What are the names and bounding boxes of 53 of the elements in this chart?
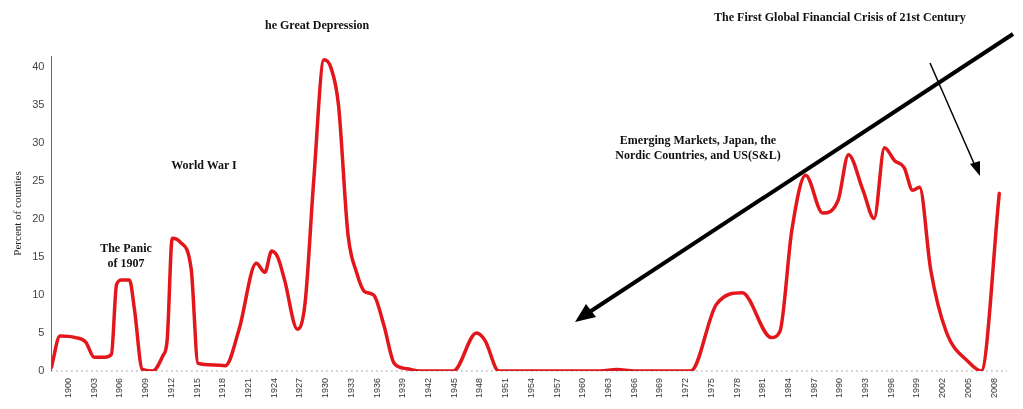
x-tick-label: 1900 [63,377,74,399]
y-tick-label: 5 [38,326,45,339]
x-tick-label: 1942 [423,377,433,399]
x-tick-label: 1957 [551,377,562,399]
annotation: World War I [171,158,238,173]
y-tick-label: 30 [32,136,45,149]
chart-title: he Great Depression [265,18,370,33]
x-tick-label: 1972 [680,377,691,399]
x-tick-label: 1999 [911,377,922,399]
y-tick-label: 0 [38,364,45,377]
x-tick-label: 1927 [294,377,305,399]
x-tick-label: 1918 [217,377,228,399]
x-tick-label: 2008 [988,377,999,399]
y-tick-label: 10 [32,288,45,301]
x-tick-label: 2002 [937,377,948,399]
y-axis-title: Percent of counties [11,171,24,256]
annotation: Emerging Markets, Japan, the Nordic Countries, and US(S&L) [615,132,781,162]
x-tick-label: 1975 [705,377,716,399]
x-tick-label: 1984 [782,377,793,399]
x-tick-label: 1930 [320,377,331,399]
x-tick-label: 1954 [525,377,536,399]
x-tick-label: 2005 [962,377,973,399]
x-tick-label: 1963 [602,377,613,399]
annotation: The Panic of 1907 [100,240,153,270]
x-tick-label: 1948 [474,377,485,399]
line-series [51,58,1002,371]
x-tick-label: 1915 [191,377,202,399]
x-tick-label: 1987 [808,377,819,399]
x-tick-label: 1912 [165,377,176,399]
x-tick-label: 1951 [500,377,511,399]
x-tick-label: 1981 [757,377,768,399]
x-tick-label: 1909 [140,377,151,399]
x-tick-label: 1969 [654,377,665,399]
y-tick-label: 20 [32,212,45,225]
x-tick-label: 1993 [860,377,871,399]
x-tick-label: 1996 [885,377,896,399]
y-tick-label: 25 [32,174,45,187]
x-tick-label: 1966 [628,377,639,399]
y-tick-label: 35 [32,98,45,111]
x-tick-label: 1939 [397,377,408,399]
x-tick-label: 1936 [371,377,382,399]
y-tick-label: 15 [32,250,45,263]
x-tick-label: 1924 [268,377,279,399]
x-tick-label: 1990 [834,377,845,399]
x-tick-label: 1921 [243,377,254,399]
x-tick-label: 1945 [448,377,459,399]
chart-subtitle: The First Global Financial Crisis of 21st Century [714,10,966,25]
x-tick-label: 1978 [731,377,742,399]
x-tick-label: 1960 [577,377,588,399]
x-tick-label: 1903 [88,377,99,399]
x-tick-label: 1906 [114,377,125,399]
y-tick-label: 40 [32,60,45,73]
x-tick-label: 1933 [345,377,356,399]
